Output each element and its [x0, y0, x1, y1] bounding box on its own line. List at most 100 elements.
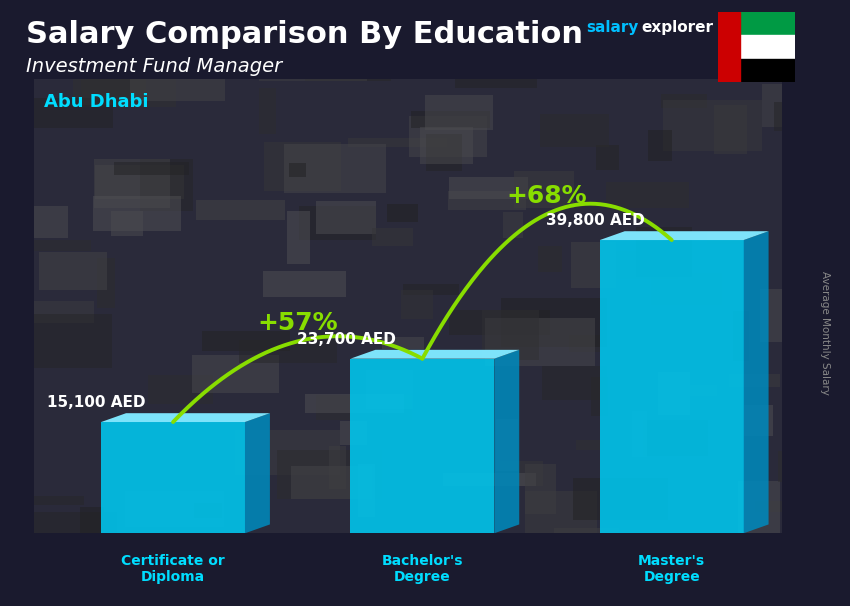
Polygon shape [245, 413, 270, 533]
Polygon shape [661, 94, 707, 108]
Polygon shape [411, 112, 490, 128]
Polygon shape [94, 159, 170, 208]
Polygon shape [744, 405, 773, 436]
Polygon shape [524, 464, 556, 514]
Polygon shape [366, 370, 412, 410]
Polygon shape [94, 196, 181, 231]
Polygon shape [197, 20, 251, 70]
Polygon shape [420, 127, 473, 164]
Polygon shape [66, 37, 118, 63]
Text: Certificate or
Diploma: Certificate or Diploma [122, 554, 225, 584]
Text: Investment Fund Manager: Investment Fund Manager [26, 57, 281, 76]
Polygon shape [316, 395, 412, 421]
Polygon shape [239, 340, 337, 364]
Polygon shape [540, 115, 609, 147]
Polygon shape [263, 271, 346, 296]
Polygon shape [632, 410, 648, 457]
Text: Abu Dhabi: Abu Dhabi [43, 93, 148, 112]
Polygon shape [425, 95, 493, 130]
Polygon shape [541, 366, 607, 400]
Polygon shape [26, 301, 94, 323]
Polygon shape [525, 491, 597, 543]
Bar [718, 35, 795, 59]
Polygon shape [778, 451, 850, 482]
Polygon shape [706, 233, 754, 244]
Polygon shape [95, 165, 184, 199]
Polygon shape [600, 231, 768, 240]
Text: Average Monthly Salary: Average Monthly Salary [819, 271, 830, 395]
Polygon shape [597, 145, 619, 170]
Polygon shape [403, 284, 460, 295]
Polygon shape [30, 98, 114, 128]
Polygon shape [604, 251, 678, 279]
Polygon shape [500, 461, 543, 486]
Polygon shape [314, 58, 417, 76]
Polygon shape [770, 53, 850, 79]
Polygon shape [114, 162, 190, 175]
Polygon shape [259, 46, 366, 81]
Polygon shape [101, 413, 270, 422]
Polygon shape [443, 473, 536, 485]
Text: salary: salary [586, 19, 639, 35]
Polygon shape [795, 119, 850, 168]
Polygon shape [374, 42, 437, 66]
Polygon shape [789, 407, 850, 430]
Polygon shape [110, 211, 144, 236]
Polygon shape [455, 53, 537, 88]
Polygon shape [409, 116, 487, 157]
Text: +68%: +68% [507, 184, 587, 208]
Polygon shape [130, 48, 225, 101]
Polygon shape [22, 512, 116, 538]
Polygon shape [0, 56, 850, 556]
Polygon shape [482, 310, 540, 360]
Polygon shape [571, 242, 616, 288]
Polygon shape [290, 163, 306, 177]
Polygon shape [643, 420, 707, 456]
Polygon shape [650, 273, 722, 305]
Polygon shape [196, 200, 285, 220]
Polygon shape [27, 240, 91, 251]
Text: Bachelor's
Degree: Bachelor's Degree [382, 554, 463, 584]
Polygon shape [402, 539, 462, 550]
Polygon shape [7, 22, 26, 71]
Polygon shape [812, 305, 850, 350]
Polygon shape [662, 101, 762, 151]
Polygon shape [348, 138, 447, 147]
Polygon shape [666, 22, 778, 56]
Text: 15,100 AED: 15,100 AED [48, 395, 146, 410]
Polygon shape [340, 421, 366, 445]
Polygon shape [292, 467, 371, 499]
Polygon shape [636, 227, 692, 277]
Polygon shape [448, 191, 526, 210]
Polygon shape [287, 211, 310, 264]
Polygon shape [427, 134, 462, 171]
Polygon shape [514, 170, 574, 208]
Polygon shape [738, 481, 780, 533]
Polygon shape [235, 430, 340, 475]
Polygon shape [140, 159, 193, 210]
Polygon shape [358, 464, 375, 517]
Polygon shape [800, 253, 846, 298]
Polygon shape [662, 364, 686, 404]
Polygon shape [192, 355, 280, 393]
Polygon shape [401, 290, 433, 319]
Polygon shape [782, 213, 819, 253]
Polygon shape [148, 375, 213, 404]
Polygon shape [600, 240, 744, 533]
Polygon shape [299, 207, 376, 240]
Polygon shape [387, 204, 418, 222]
Polygon shape [80, 507, 104, 547]
Bar [718, 12, 740, 82]
Polygon shape [277, 450, 382, 499]
Polygon shape [329, 445, 346, 489]
Polygon shape [39, 252, 106, 290]
Polygon shape [201, 331, 290, 351]
Polygon shape [125, 490, 224, 527]
Polygon shape [14, 52, 110, 71]
Text: Master's
Degree: Master's Degree [638, 554, 706, 584]
Polygon shape [350, 350, 519, 359]
Text: .com: .com [718, 19, 759, 35]
Polygon shape [264, 142, 341, 191]
Text: +57%: +57% [258, 311, 338, 336]
Text: 23,700 AED: 23,700 AED [297, 332, 395, 347]
